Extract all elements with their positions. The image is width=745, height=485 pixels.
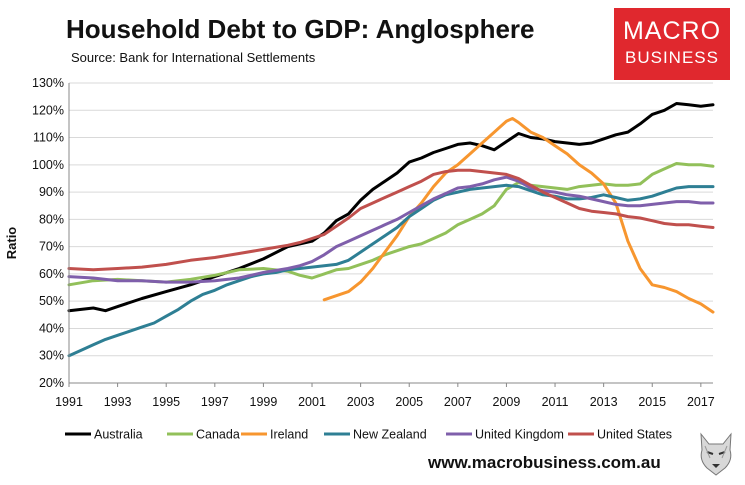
logo-line-1: MACRO [622, 17, 722, 45]
axes [68, 83, 713, 387]
x-tick-label: 2005 [395, 395, 423, 409]
x-tick-label: 1993 [104, 395, 132, 409]
y-tick-label: 100% [32, 158, 64, 172]
x-tick-label: 2007 [444, 395, 472, 409]
series-line-canada [67, 162, 715, 287]
logo-line-2: BUSINESS [625, 48, 719, 67]
x-tick-label: 2011 [542, 395, 569, 409]
x-tick-label: 2003 [347, 395, 375, 409]
legend-label-new-zealand: New Zealand [353, 428, 427, 442]
x-tick-label: 1997 [201, 395, 229, 409]
y-tick-label: 90% [39, 185, 64, 199]
x-tick-label: 2001 [298, 395, 326, 409]
x-tick-label: 2015 [638, 395, 666, 409]
series-line-ireland [322, 117, 715, 314]
y-tick-label: 60% [39, 267, 64, 281]
y-tick-label: 40% [39, 321, 64, 335]
y-tick-label: 80% [39, 212, 64, 226]
chart-title: Household Debt to GDP: Anglosphere [66, 14, 535, 44]
y-tick-label: 30% [39, 349, 64, 363]
legend-label-united-kingdom: United Kingdom [475, 428, 564, 442]
legend-label-canada: Canada [196, 428, 240, 442]
legend-label-australia: Australia [94, 428, 143, 442]
y-tick-label: 130% [32, 76, 64, 90]
x-tick-label: 2017 [687, 395, 715, 409]
wolf-mascot-icon [700, 432, 732, 476]
legend-label-united-states: United States [597, 428, 672, 442]
y-tick-label: 20% [39, 376, 64, 390]
y-tick-label: 50% [39, 294, 64, 308]
x-tick-label: 2009 [493, 395, 521, 409]
series-line-united-kingdom [67, 175, 715, 284]
y-axis-label: Ratio [4, 227, 19, 260]
series-line-united-states [67, 168, 715, 272]
y-tick-label: 70% [39, 240, 64, 254]
x-tick-label: 1999 [250, 395, 278, 409]
chart-subtitle: Source: Bank for International Settlemen… [71, 50, 316, 65]
x-tick-labels: 1991 1993 1995 1997 1999 2001 2003 2005 2007 2009… [55, 395, 715, 409]
series-line-new-zealand [67, 183, 715, 358]
y-tick-labels: 20% 30% 40% 50% 60% 70% 80% 90% 100% 110% 120% 130% [32, 76, 64, 390]
macrobusiness-logo: MACRO BUSINESS [614, 8, 730, 80]
x-tick-label: 2013 [590, 395, 618, 409]
x-tick-label: 1991 [55, 395, 83, 409]
legend-label-ireland: Ireland [270, 428, 308, 442]
y-tick-label: 110% [33, 131, 64, 145]
legend: Australia Canada Ireland New Zealand United … [65, 428, 672, 442]
series-lines [67, 102, 715, 358]
website-url: www.macrobusiness.com.au [428, 453, 661, 472]
gridlines [69, 82, 713, 357]
y-tick-label: 120% [32, 103, 64, 117]
x-tick-label: 1995 [152, 395, 180, 409]
